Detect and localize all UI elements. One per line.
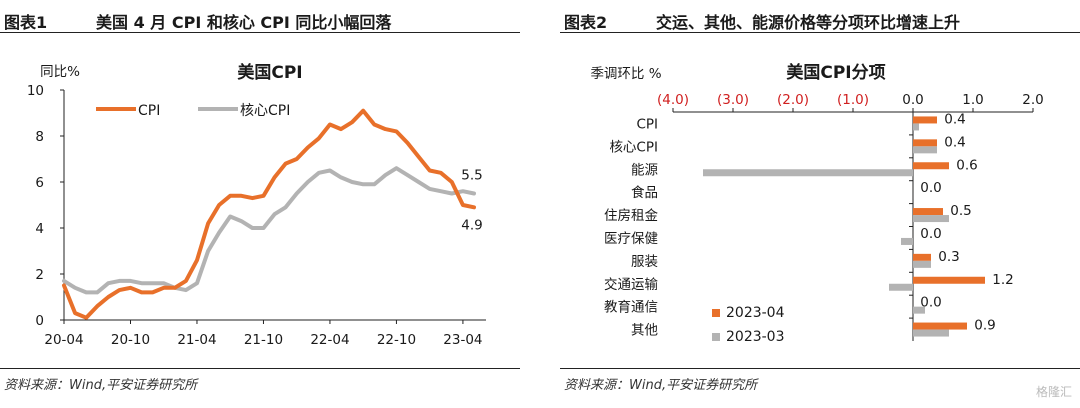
category-label: 教育通信 (604, 300, 658, 316)
left-figure-panel: 图表1 美国 4 月 CPI 和核心 CPI 同比小幅回落 美国CPI 同比% 0 2… (0, 0, 520, 408)
x-tick-label: 21-10 (244, 332, 283, 348)
data-label: 0.0 (920, 226, 941, 242)
category-label: 交通运输 (604, 276, 658, 293)
bar-2023-04 (913, 162, 949, 170)
bar-2023-03 (913, 329, 949, 337)
x-axis-unit: 季调环比 % (590, 66, 661, 82)
y-tick-label: 4 (35, 221, 44, 237)
legend-swatch-2023-03 (712, 333, 720, 341)
left-figure-header: 图表1 美国 4 月 CPI 和核心 CPI 同比小幅回落 (0, 8, 520, 33)
series-line-cpi (62, 108, 476, 320)
category-label: 能源 (631, 162, 659, 178)
x-tick-label: 21-04 (177, 332, 216, 348)
category-label: 核心CPI (609, 139, 658, 155)
x-tick-label: 1.0 (962, 92, 983, 108)
bar-2023-04 (913, 139, 937, 147)
x-tick-label: 20-04 (44, 332, 83, 348)
left-figure-title: 美国 4 月 CPI 和核心 CPI 同比小幅回落 (96, 13, 392, 32)
legend-label-2023-03: 2023-03 (726, 329, 785, 345)
category-label: CPI (636, 116, 658, 132)
end-label-cpi: 4.9 (461, 217, 482, 233)
x-tick-label: 22-10 (377, 332, 416, 348)
x-tick-label: 23-04 (443, 332, 482, 348)
data-label: 0.4 (944, 134, 965, 150)
right-figure-title: 交运、其他、能源价格等分项环比增速上升 (656, 13, 961, 32)
category-label: 其他 (631, 323, 658, 339)
bar-2023-04 (913, 276, 985, 284)
chart-title: 美国CPI (237, 62, 302, 83)
x-tick-label: (1.0) (837, 92, 869, 108)
legend-core-cpi-label: 核心CPI (240, 103, 290, 119)
data-label: 0.9 (974, 318, 995, 334)
data-label: 0.6 (956, 157, 977, 173)
bar-2023-03 (913, 123, 919, 131)
category-label: 医疗保健 (604, 231, 658, 247)
category-label: 服装 (631, 254, 658, 270)
left-source-note: 资料来源：Wind,平安证券研究所 (4, 378, 198, 393)
data-label: 0.0 (920, 180, 941, 196)
bar-2023-03 (913, 146, 937, 154)
data-label: 0.5 (950, 203, 971, 219)
category-label: 住房租金 (604, 208, 658, 224)
right-figure-number: 图表2 (564, 13, 608, 32)
cpi-components-bar-chart: 美国CPI分项 季调环比 % (4.0) (3.0) (2.0) (1.0) 0.0 1.0 2… (590, 62, 1043, 345)
x-tick-label: (4.0) (657, 92, 689, 108)
data-label: 0.3 (938, 249, 959, 265)
y-axis-unit: 同比% (40, 64, 80, 80)
bar-2023-03 (913, 306, 925, 314)
left-figure-number: 图表1 (4, 13, 48, 32)
y-tick-label: 2 (35, 267, 44, 283)
data-label: 1.2 (992, 272, 1013, 288)
y-tick-label: 10 (27, 83, 44, 99)
y-tick-label: 8 (35, 129, 44, 145)
bar-2023-03 (703, 169, 913, 177)
data-label: 0.4 (944, 111, 965, 127)
x-tick-label: 2.0 (1022, 92, 1043, 108)
chart-title: 美国CPI分项 (786, 62, 885, 83)
bar-2023-04 (913, 116, 937, 124)
legend-cpi-label: CPI (138, 103, 160, 119)
end-label-core-cpi: 5.5 (461, 168, 482, 184)
watermark-logo: 格隆汇 (1035, 385, 1072, 399)
x-tick-label: 22-04 (310, 332, 349, 348)
y-tick-label: 6 (35, 175, 44, 191)
y-tick-label: 0 (35, 313, 44, 329)
x-tick-label: (3.0) (717, 92, 749, 108)
x-tick-label: 20-10 (111, 332, 150, 348)
series-line-core-cpi (62, 166, 476, 295)
bar-2023-03 (889, 283, 913, 291)
right-figure-footer: 资料来源：Wind,平安证券研究所 (560, 368, 1080, 395)
legend-label-2023-04: 2023-04 (726, 305, 785, 321)
bar-2023-04 (913, 253, 931, 261)
cpi-line-chart: 美国CPI 同比% 0 2 4 6 8 10 20-04 20-10 21-04 21-10 22-04… (27, 62, 486, 348)
data-label: 0.0 (920, 295, 941, 311)
legend-swatch-2023-04 (712, 309, 720, 317)
category-label: 食品 (631, 184, 658, 201)
bar-2023-03 (901, 237, 913, 245)
bar-2023-03 (913, 260, 931, 268)
x-tick-label: (2.0) (777, 92, 809, 108)
right-source-note: 资料来源：Wind,平安证券研究所 (564, 378, 758, 393)
x-tick-label: 0.0 (902, 92, 923, 108)
bar-2023-03 (913, 215, 949, 223)
right-figure-header: 图表2 交运、其他、能源价格等分项环比增速上升 (560, 8, 1080, 33)
left-figure-footer: 资料来源：Wind,平安证券研究所 (0, 368, 520, 395)
bar-2023-04 (913, 322, 967, 330)
right-figure-panel: 图表2 交运、其他、能源价格等分项环比增速上升 美国CPI分项 季调环比 % (4.… (560, 0, 1080, 408)
bar-2023-04 (913, 208, 943, 216)
